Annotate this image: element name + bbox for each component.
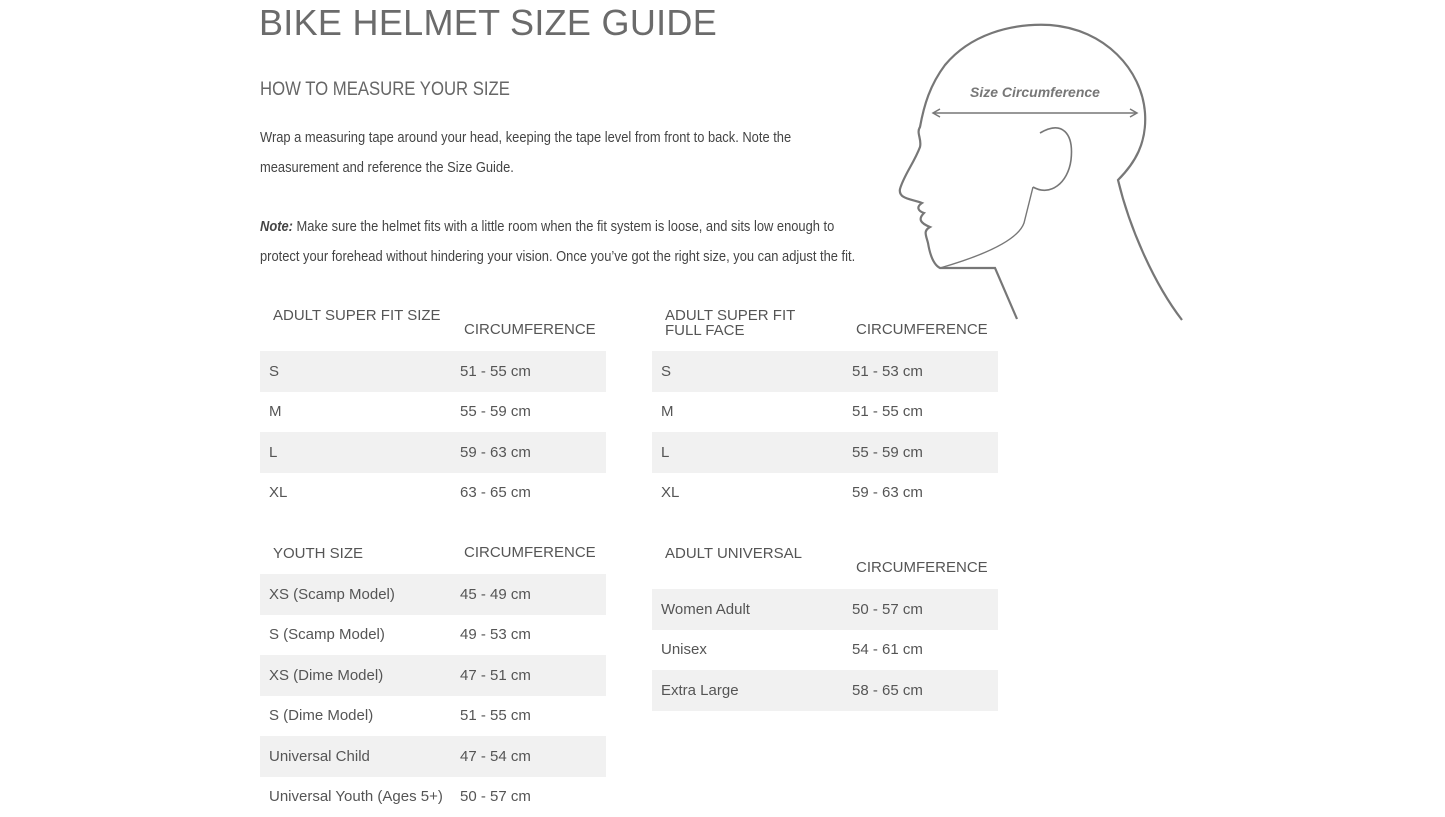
instructions-text: Wrap a measuring tape around your head, …: [260, 123, 862, 183]
size-cell: Unisex: [652, 641, 852, 658]
size-cell: Universal Child: [260, 748, 460, 765]
column-header: CIRCUMFERENCE: [464, 321, 596, 338]
circumference-cell: 58 - 65 cm: [852, 682, 998, 699]
head-profile-illustration: Size Circumference: [890, 15, 1200, 325]
circumference-cell: 49 - 53 cm: [460, 626, 606, 643]
column-header: CIRCUMFERENCE: [856, 559, 988, 576]
size-cell: S (Scamp Model): [260, 626, 460, 643]
size-cell: Women Adult: [652, 601, 852, 618]
circumference-cell: 45 - 49 cm: [460, 586, 606, 603]
jaw-line: [940, 187, 1033, 268]
table-row: S (Scamp Model)49 - 53 cm: [260, 615, 606, 656]
circumference-cell: 51 - 55 cm: [460, 707, 606, 724]
size-cell: XL: [652, 484, 852, 501]
size-cell: M: [652, 403, 852, 420]
table-row: XS (Dime Model)47 - 51 cm: [260, 655, 606, 696]
column-header: CIRCUMFERENCE: [856, 321, 988, 338]
circumference-cell: 51 - 55 cm: [852, 403, 998, 420]
ear-outline: [1033, 128, 1071, 190]
table-title: YOUTH SIZE: [273, 546, 363, 561]
circumference-cell: 51 - 53 cm: [852, 363, 998, 380]
page-title: BIKE HELMET SIZE GUIDE: [259, 2, 717, 44]
diagram-label: Size Circumference: [970, 84, 1100, 100]
size-cell: XS (Scamp Model): [260, 586, 460, 603]
table-title: ADULT SUPER FIT FULL FACE: [665, 308, 795, 338]
table-row: XS (Scamp Model)45 - 49 cm: [260, 574, 606, 615]
head-outline: [900, 25, 1182, 320]
circumference-cell: 51 - 55 cm: [460, 363, 606, 380]
circumference-cell: 55 - 59 cm: [460, 403, 606, 420]
size-cell: S: [652, 363, 852, 380]
table-title: ADULT UNIVERSAL: [665, 546, 802, 561]
size-cell: Extra Large: [652, 682, 852, 699]
circumference-cell: 54 - 61 cm: [852, 641, 998, 658]
circumference-cell: 55 - 59 cm: [852, 444, 998, 461]
size-cell: M: [260, 403, 460, 420]
column-header: CIRCUMFERENCE: [464, 544, 596, 561]
size-cell: Universal Youth (Ages 5+): [260, 788, 460, 805]
circumference-cell: 59 - 63 cm: [460, 444, 606, 461]
note-paragraph: Note: Make sure the helmet fits with a l…: [260, 212, 862, 272]
size-cell: L: [260, 444, 460, 461]
table-row: Universal Youth (Ages 5+)50 - 57 cm: [260, 777, 606, 817]
circumference-cell: 63 - 65 cm: [460, 484, 606, 501]
size-cell: S (Dime Model): [260, 707, 460, 724]
circumference-cell: 50 - 57 cm: [460, 788, 606, 805]
section-heading: HOW TO MEASURE YOUR SIZE: [260, 79, 510, 101]
table-row: S (Dime Model)51 - 55 cm: [260, 696, 606, 737]
circumference-cell: 59 - 63 cm: [852, 484, 998, 501]
circumference-cell: 47 - 51 cm: [460, 667, 606, 684]
size-cell: L: [652, 444, 852, 461]
note-label: Note:: [260, 218, 293, 235]
size-cell: XL: [260, 484, 460, 501]
size-cell: XS (Dime Model): [260, 667, 460, 684]
table-title: ADULT SUPER FIT SIZE: [273, 308, 441, 323]
circumference-cell: 50 - 57 cm: [852, 601, 998, 618]
size-cell: S: [260, 363, 460, 380]
circumference-cell: 47 - 54 cm: [460, 748, 606, 765]
note-text: Make sure the helmet fits with a little …: [260, 218, 855, 265]
